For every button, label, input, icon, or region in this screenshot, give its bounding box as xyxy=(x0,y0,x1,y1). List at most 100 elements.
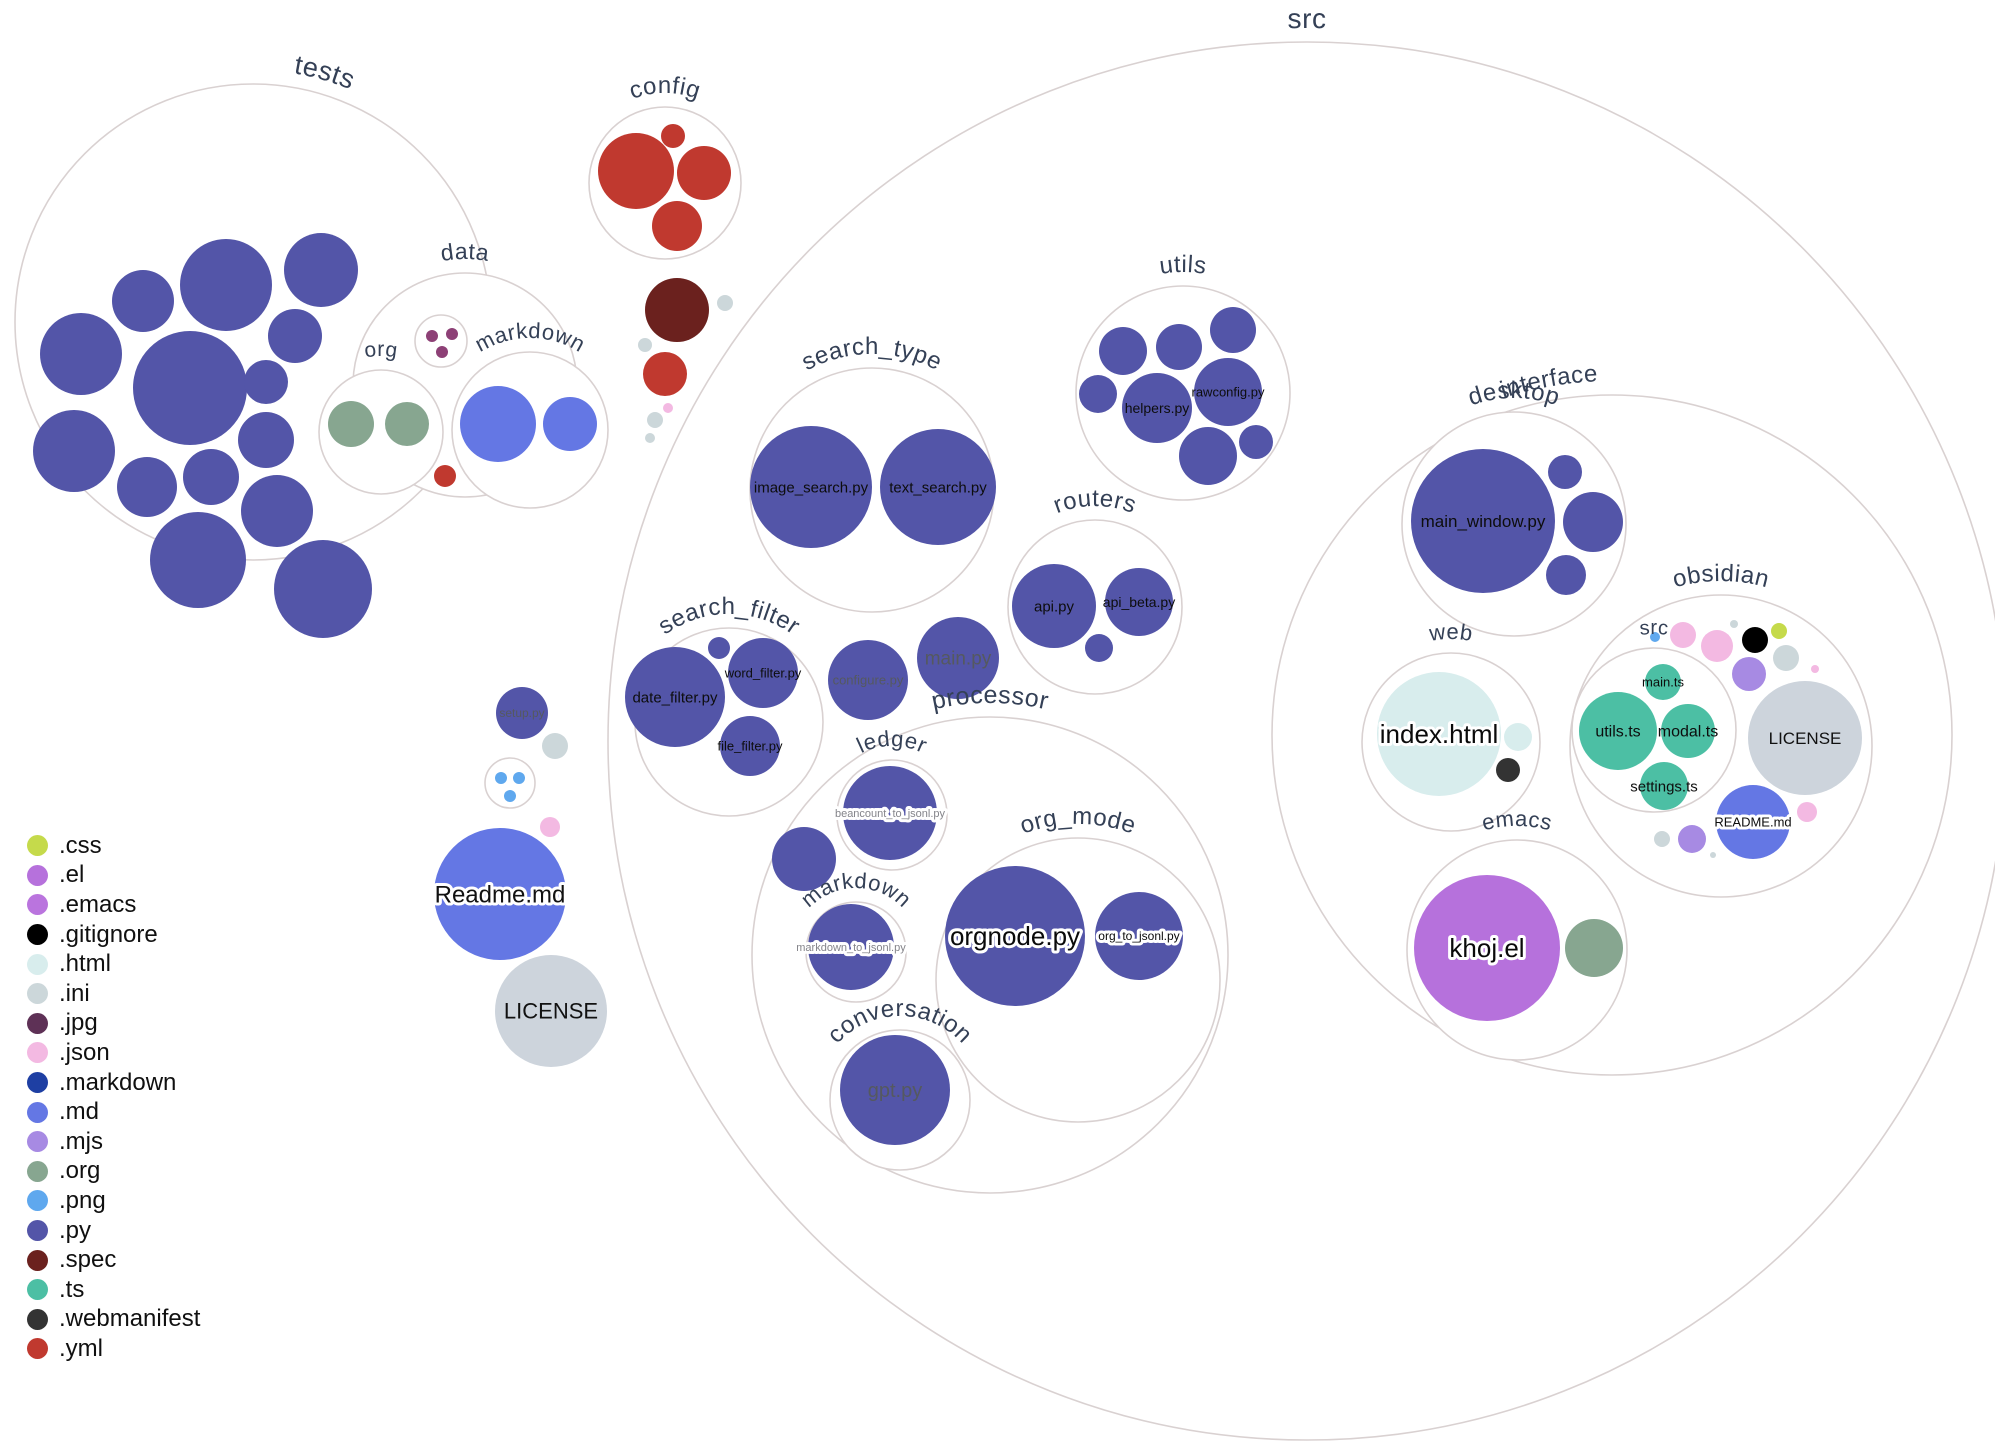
file-circle-yml[interactable] xyxy=(661,124,685,148)
file-circle-py[interactable] xyxy=(1239,425,1273,459)
file-circle-gitignore[interactable] xyxy=(1742,627,1768,653)
file-circle-configure-py[interactable] xyxy=(828,640,908,720)
file-circle-ini[interactable] xyxy=(542,733,568,759)
file-circle-py[interactable] xyxy=(772,827,836,891)
file-circle-py[interactable] xyxy=(284,233,358,307)
file-circle-py[interactable] xyxy=(183,449,239,505)
file-circle-py[interactable] xyxy=(244,360,288,404)
file-circle-ini[interactable] xyxy=(1730,620,1738,628)
file-circle-readme-md[interactable] xyxy=(434,828,566,960)
file-circle-spec[interactable] xyxy=(645,278,709,342)
file-circle-ini[interactable] xyxy=(1773,645,1799,671)
file-circle-org[interactable] xyxy=(328,401,374,447)
file-circle-yml[interactable] xyxy=(643,352,687,396)
file-circle-utils-ts[interactable] xyxy=(1579,692,1657,770)
file-circle-py[interactable] xyxy=(268,309,322,363)
file-circle-text-search-py[interactable] xyxy=(880,429,996,545)
file-circle-py[interactable] xyxy=(241,475,313,547)
file-circle-markdown-to-jsonl-py[interactable] xyxy=(808,904,894,990)
file-circle-md[interactable] xyxy=(543,397,597,451)
file-circle-mjs[interactable] xyxy=(1732,657,1766,691)
file-circle-ini[interactable] xyxy=(647,412,663,428)
file-circle-settings-ts[interactable] xyxy=(1640,762,1688,810)
file-circle-index-html[interactable] xyxy=(1377,672,1501,796)
file-circle-api-beta-py[interactable] xyxy=(1105,568,1173,636)
file-circle-khoj-el[interactable] xyxy=(1414,875,1560,1021)
legend-swatch-html xyxy=(27,953,48,975)
file-circle-setup-py[interactable] xyxy=(496,687,548,739)
file-circle-date-filter-py[interactable] xyxy=(625,647,725,747)
file-circle-license[interactable] xyxy=(495,955,607,1067)
file-circle-py[interactable] xyxy=(1563,492,1623,552)
file-circle-yml[interactable] xyxy=(652,201,702,251)
file-circle-json[interactable] xyxy=(1670,622,1696,648)
file-circle-ini[interactable] xyxy=(1710,852,1716,858)
file-circle-css[interactable] xyxy=(1771,623,1787,639)
file-circle-png[interactable] xyxy=(504,790,516,802)
file-circle-png[interactable] xyxy=(495,772,507,784)
file-circle-json[interactable] xyxy=(540,817,560,837)
file-circle-md[interactable] xyxy=(460,386,536,462)
file-circle-word-filter-py[interactable] xyxy=(728,638,798,708)
file-circle-mjs[interactable] xyxy=(1678,825,1706,853)
file-circle-yml[interactable] xyxy=(434,465,456,487)
file-circle-main-py[interactable] xyxy=(917,617,999,699)
file-circle-html[interactable] xyxy=(1504,723,1532,751)
file-circle-ini[interactable] xyxy=(717,295,733,311)
folder-circle-root-images[interactable] xyxy=(484,757,536,809)
file-circle-py[interactable] xyxy=(1099,327,1147,375)
file-circle-orgnode-py[interactable] xyxy=(945,866,1085,1006)
file-circle-py[interactable] xyxy=(238,412,294,468)
file-circle-json[interactable] xyxy=(663,403,673,413)
file-circle-py[interactable] xyxy=(112,270,174,332)
file-circle-file[interactable] xyxy=(436,346,448,358)
file-circle-ini[interactable] xyxy=(638,338,652,352)
file-circle-py[interactable] xyxy=(40,313,122,395)
file-circle-ini[interactable] xyxy=(1654,831,1670,847)
file-circle-py[interactable] xyxy=(180,239,272,331)
file-circle-json[interactable] xyxy=(1797,802,1817,822)
file-circle-beancount-to-jsonl-py[interactable] xyxy=(843,766,937,860)
file-circle-py[interactable] xyxy=(1079,375,1117,413)
file-circle-py[interactable] xyxy=(117,457,177,517)
file-circle-readme-md[interactable] xyxy=(1716,785,1790,859)
legend-item-css: .css xyxy=(27,831,200,861)
file-circle-py[interactable] xyxy=(1210,307,1256,353)
file-circle-png[interactable] xyxy=(513,772,525,784)
file-circle-main-window-py[interactable] xyxy=(1411,449,1555,593)
file-circle-yml[interactable] xyxy=(677,146,731,200)
file-circle-org[interactable] xyxy=(385,402,429,446)
file-circle-json[interactable] xyxy=(1811,665,1819,673)
file-circle-rawconfig-py[interactable] xyxy=(1194,358,1262,426)
file-circle-ini[interactable] xyxy=(645,433,655,443)
file-circle-py[interactable] xyxy=(33,410,115,492)
file-circle-py[interactable] xyxy=(708,637,730,659)
file-circle-webmanifest[interactable] xyxy=(1496,758,1520,782)
file-circle-py[interactable] xyxy=(1179,427,1237,485)
folder-circle-data-org[interactable] xyxy=(318,369,444,495)
file-circle-file[interactable] xyxy=(446,328,458,340)
file-circle-modal-ts[interactable] xyxy=(1661,704,1715,758)
legend-item-spec: .spec xyxy=(27,1245,200,1275)
file-circle-py[interactable] xyxy=(1548,455,1582,489)
file-circle-png[interactable] xyxy=(1650,632,1660,642)
file-circle-py[interactable] xyxy=(150,512,246,608)
file-circle-org[interactable] xyxy=(1565,919,1623,977)
file-circle-gpt-py[interactable] xyxy=(840,1035,950,1145)
file-circle-file-filter-py[interactable] xyxy=(720,716,780,776)
file-circle-py[interactable] xyxy=(1156,324,1202,370)
file-circle-license[interactable] xyxy=(1748,681,1862,795)
file-circle-file[interactable] xyxy=(426,330,438,342)
file-circle-yml[interactable] xyxy=(598,133,674,209)
folder-circle-data-images[interactable] xyxy=(414,314,468,368)
file-circle-py[interactable] xyxy=(133,331,247,445)
file-circle-org-to-jsonl-py[interactable] xyxy=(1095,892,1183,980)
file-circle-py[interactable] xyxy=(1085,634,1113,662)
file-circle-main-ts[interactable] xyxy=(1645,664,1681,700)
file-circle-helpers-py[interactable] xyxy=(1122,373,1192,443)
file-circle-image-search-py[interactable] xyxy=(750,426,872,548)
file-circle-py[interactable] xyxy=(274,540,372,638)
file-circle-py[interactable] xyxy=(1546,555,1586,595)
file-circle-json[interactable] xyxy=(1701,630,1733,662)
file-circle-api-py[interactable] xyxy=(1012,564,1096,648)
